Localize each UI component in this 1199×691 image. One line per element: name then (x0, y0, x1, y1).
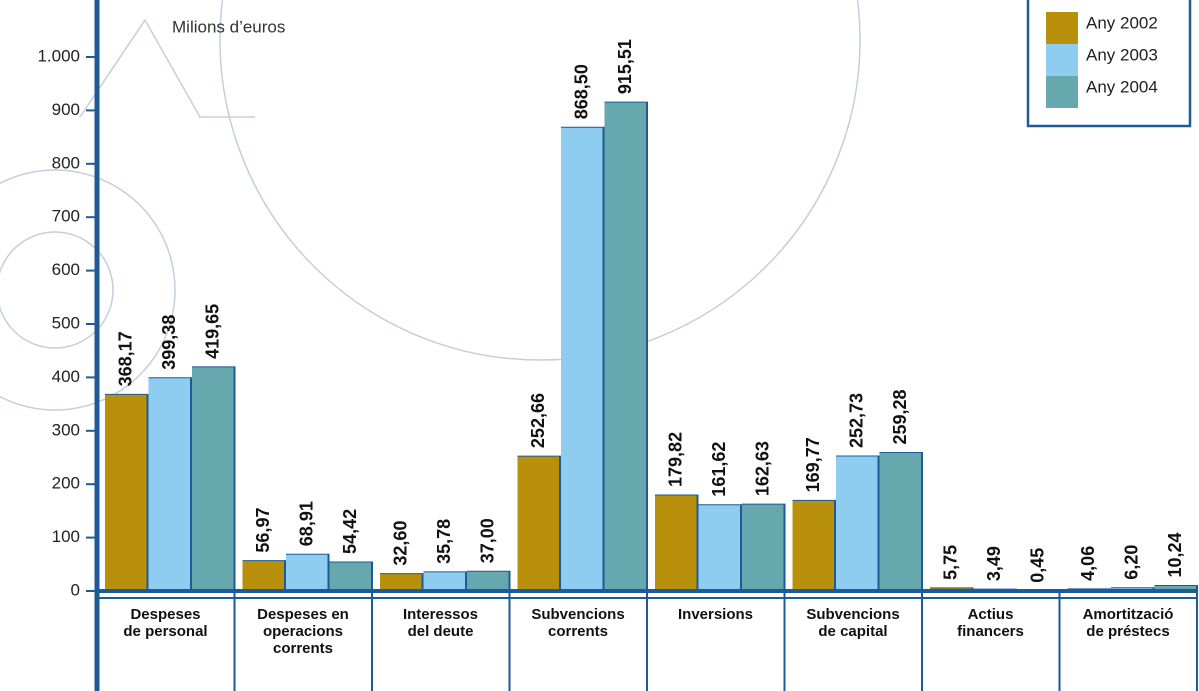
background-decoration (0, 0, 861, 411)
legend-label: Any 2003 (1086, 45, 1158, 64)
y-tick-label: 700 (52, 207, 80, 226)
value-label: 6,20 (1122, 545, 1142, 580)
y-tick-label: 1.000 (37, 46, 80, 65)
x-tick-label: Amortització de préstecs (1082, 606, 1174, 640)
bar (655, 494, 699, 591)
y-tick-label: 200 (52, 474, 80, 493)
legend-swatch (1046, 44, 1078, 76)
value-label: 3,49 (984, 546, 1004, 581)
value-label: 368,17 (116, 331, 136, 386)
bar (242, 560, 286, 591)
bar (329, 561, 373, 591)
bar (1154, 585, 1198, 591)
bar (742, 504, 786, 591)
bar (698, 504, 742, 591)
value-label: 259,28 (890, 389, 910, 444)
value-label: 0,45 (1028, 548, 1048, 583)
legend-swatch (1046, 12, 1078, 44)
value-label: 179,82 (666, 432, 686, 487)
value-label: 32,60 (391, 521, 411, 566)
value-label: 915,51 (615, 39, 635, 94)
y-tick-label: 400 (52, 367, 80, 386)
x-tick-label: Inversions (677, 606, 754, 623)
legend-label: Any 2004 (1086, 77, 1158, 96)
value-label: 10,24 (1165, 532, 1185, 577)
y-tick-label: 0 (71, 580, 80, 599)
value-label: 56,97 (253, 508, 273, 553)
value-label: 4,06 (1078, 546, 1098, 581)
value-label: 419,65 (203, 304, 223, 359)
value-label: 54,42 (340, 509, 360, 554)
x-tick-label: Despeses en operacions corrents (257, 606, 349, 657)
bar (561, 127, 605, 591)
y-tick-label: 900 (52, 100, 80, 119)
bar (879, 452, 923, 591)
unit-label: Milions d’euros (172, 17, 285, 36)
bar (105, 394, 149, 591)
legend-label: Any 2002 (1086, 13, 1158, 32)
bar (792, 500, 836, 591)
x-tick-label: Subvencions de capital (806, 606, 900, 640)
y-tick-label: 300 (52, 420, 80, 439)
value-label: 399,38 (159, 315, 179, 370)
bar (836, 456, 880, 591)
x-tick-label: Actius financers (957, 606, 1024, 640)
value-label: 169,77 (803, 437, 823, 492)
bar (423, 571, 467, 591)
legend-swatch (1046, 76, 1078, 108)
value-label: 35,78 (434, 519, 454, 564)
bar (286, 554, 330, 591)
value-label: 252,66 (528, 393, 548, 448)
bar (604, 102, 648, 591)
value-label: 161,62 (709, 442, 729, 497)
bar (380, 573, 424, 591)
bar (467, 571, 511, 591)
y-tick-label: 800 (52, 153, 80, 172)
value-label: 252,73 (847, 393, 867, 448)
x-tick-label: Despeses de personal (123, 606, 208, 640)
bar (148, 377, 192, 591)
x-tick-label: Subvencions corrents (531, 606, 625, 640)
value-label: 162,63 (753, 441, 773, 496)
y-tick-label: 500 (52, 313, 80, 332)
x-tick-label: Interessos del deute (402, 606, 479, 640)
value-label: 868,50 (572, 64, 592, 119)
value-label: 37,00 (478, 518, 498, 563)
bar (192, 366, 236, 591)
y-tick-label: 100 (52, 527, 80, 546)
y-tick-label: 600 (52, 260, 80, 279)
value-label: 5,75 (941, 545, 961, 580)
bar (517, 456, 561, 591)
value-label: 68,91 (297, 501, 317, 546)
